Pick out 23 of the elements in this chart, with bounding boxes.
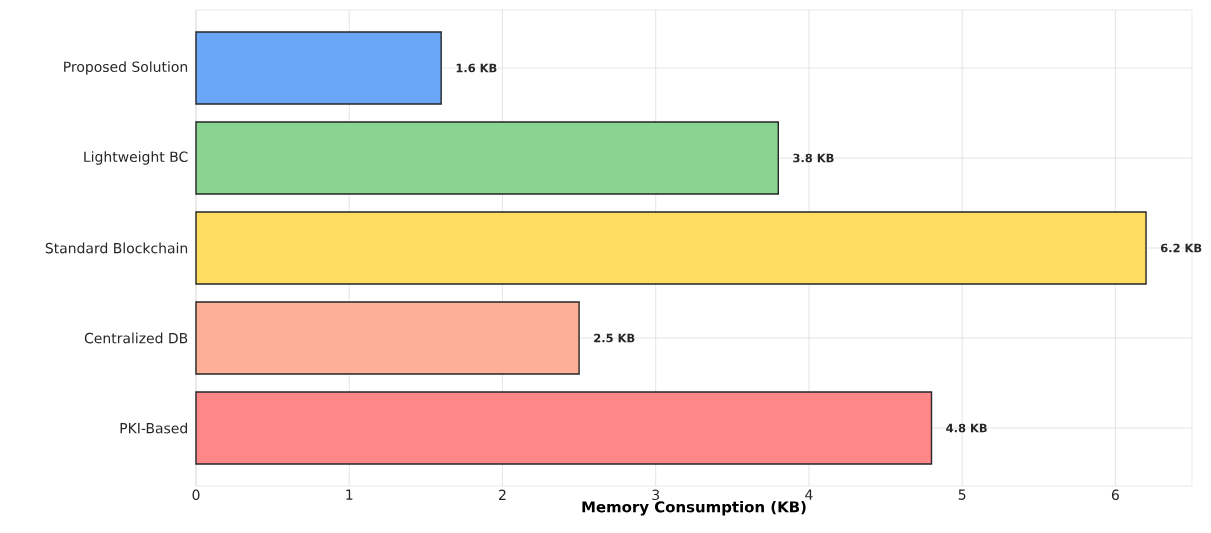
- x-tick-label: 3: [652, 489, 660, 501]
- x-tick-label: 0: [192, 489, 200, 501]
- x-tick-label: 6: [1111, 489, 1119, 501]
- bar: [195, 211, 1147, 285]
- y-tick-label: Standard Blockchain: [45, 242, 188, 254]
- bar: [195, 301, 580, 375]
- x-tick-label: 5: [958, 489, 966, 500]
- x-tick-label: 2: [499, 489, 506, 500]
- y-tick-label: Centralized DB: [84, 332, 188, 344]
- data-label: 4.8 KB: [946, 423, 987, 433]
- bar: [195, 121, 779, 195]
- x-axis-title: Memory Consumption (KB): [582, 500, 806, 516]
- bar: [195, 391, 933, 465]
- y-tick-label: Lightweight BC: [84, 151, 188, 165]
- data-label: 6.2 KB: [1160, 243, 1202, 253]
- data-label: 1.6 KB: [456, 63, 497, 73]
- x-tick-label: 1: [346, 489, 353, 500]
- x-tick-label: 4: [805, 489, 813, 500]
- y-tick-label: Proposed Solution: [64, 61, 188, 75]
- bar: [195, 31, 442, 105]
- y-tick-label: PKI-Based: [120, 422, 187, 434]
- data-label: 3.8 KB: [793, 153, 834, 163]
- data-label: 2.5 KB: [594, 333, 635, 343]
